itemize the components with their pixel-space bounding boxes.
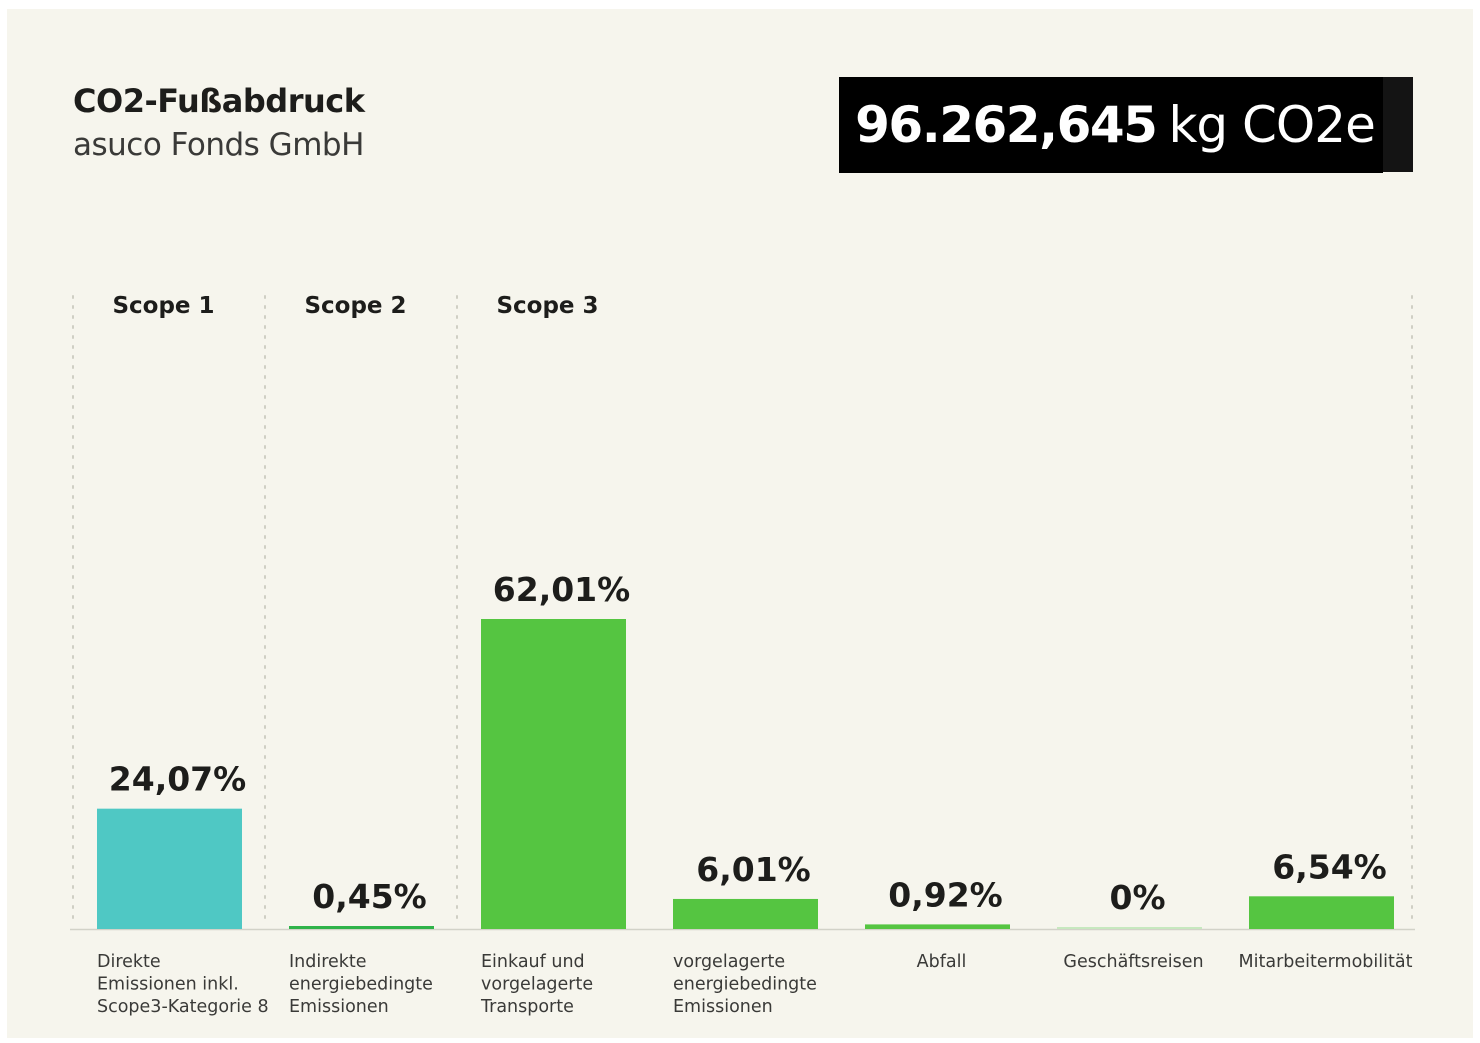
value-label-5: 0,92%: [888, 875, 1003, 914]
value-label-7: 6,54%: [1272, 847, 1387, 886]
bar-3: [481, 619, 626, 929]
category-label-7: Mitarbeitermobilität: [1239, 952, 1413, 972]
bar-6: [1057, 927, 1202, 929]
chart-title: CO2-Fußabdruck: [73, 82, 365, 120]
scope-header-1: Scope 1: [112, 293, 214, 319]
bar-1: [97, 808, 242, 929]
bar-7: [1249, 896, 1394, 929]
total-emissions-unit: kg CO2e: [1168, 96, 1375, 154]
category-label-5: Abfall: [917, 952, 967, 972]
value-label-4: 6,01%: [696, 850, 811, 889]
category-label-4: vorgelagerte energiebedingte Emissionen: [673, 952, 817, 1017]
category-label-line: Abfall: [917, 952, 967, 972]
scope-header-3: Scope 3: [496, 293, 598, 319]
category-label-6: Geschäftsreisen: [1063, 952, 1203, 972]
bar-4: [673, 898, 818, 929]
chart-card: [7, 9, 1473, 1038]
category-label-3: Einkauf und vorgelagerte Transporte: [480, 952, 593, 1017]
category-label-line: vorgelagerte: [481, 975, 593, 995]
bar-5: [865, 924, 1010, 929]
total-emissions-value: 96.262,645: [855, 96, 1158, 154]
category-label-line: energiebedingte: [289, 975, 433, 995]
category-label-line: Emissionen: [673, 997, 773, 1017]
category-label-line: vorgelagerte: [673, 952, 785, 972]
category-label-line: Geschäftsreisen: [1063, 952, 1203, 972]
category-label-line: Scope3-Kategorie 8: [97, 997, 269, 1017]
category-label-line: Emissionen inkl.: [97, 975, 239, 995]
total-emissions-box: 96.262,645 kg CO2e: [839, 77, 1383, 173]
category-label-line: Mitarbeitermobilität: [1239, 952, 1413, 972]
category-label-line: Transporte: [480, 997, 574, 1017]
value-label-6: 0%: [1109, 878, 1165, 917]
category-label-1: Direkte Emissionen inkl. Scope3-Kategorie …: [97, 952, 269, 1017]
category-label-line: Indirekte: [289, 952, 367, 972]
company-subtitle: asuco Fonds GmbH: [73, 127, 364, 163]
category-label-2: Indirekte energiebedingte Emissionen: [289, 952, 433, 1017]
category-label-line: energiebedingte: [673, 975, 817, 995]
bar-2: [289, 926, 434, 929]
category-label-line: Direkte: [97, 952, 161, 972]
scope-header-2: Scope 2: [304, 293, 406, 319]
value-label-1: 24,07%: [109, 760, 246, 799]
value-label-2: 0,45%: [312, 877, 427, 916]
category-label-line: Emissionen: [289, 997, 389, 1017]
category-label-line: Einkauf und: [481, 952, 585, 972]
value-label-3: 62,01%: [493, 570, 630, 609]
